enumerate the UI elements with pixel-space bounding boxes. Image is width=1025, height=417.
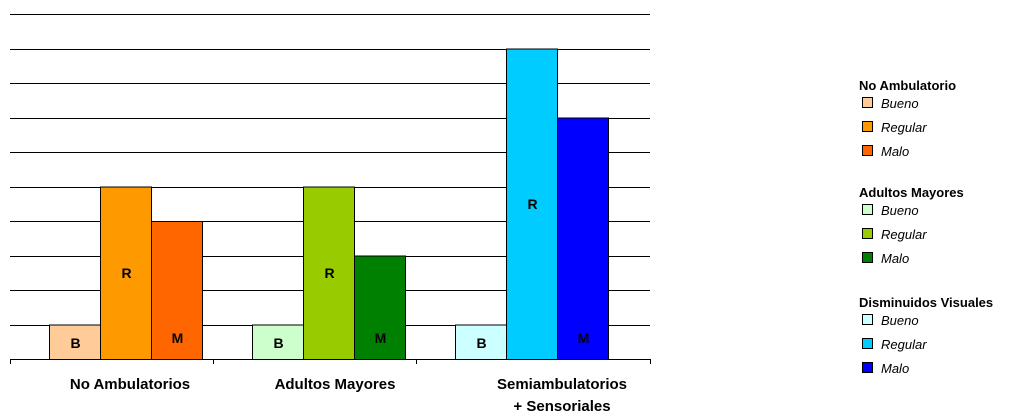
bar-malo — [354, 255, 406, 360]
legend-label: Regular — [881, 227, 927, 242]
bar-bueno — [49, 324, 101, 360]
bar-data-label: B — [273, 335, 283, 351]
category-labels: No Ambulatorios Adultos Mayores Semiambula… — [70, 376, 627, 415]
bar-data-label: R — [121, 265, 131, 281]
legend-swatch — [862, 252, 873, 263]
legend-label: Bueno — [881, 313, 919, 328]
category-label: Adultos Mayores — [275, 376, 396, 393]
legend-title: No Ambulatorio — [859, 78, 956, 93]
bar-data-label: M — [172, 330, 184, 346]
bars — [49, 48, 609, 360]
legend-title: Disminuidos Visuales — [859, 295, 993, 310]
legend-swatch — [862, 362, 873, 373]
bar-data-label: M — [375, 330, 387, 346]
legend-swatch — [862, 228, 873, 239]
category-label: Semiambulatorios + Sensoriales — [497, 376, 627, 412]
legend-label: Malo — [881, 361, 909, 376]
bar-regular — [303, 186, 355, 360]
legend-label: Malo — [881, 251, 909, 266]
legend-swatch — [862, 314, 873, 325]
bar-data-label: B — [70, 335, 80, 351]
legend-label: Malo — [881, 144, 909, 159]
bar-data-label: M — [578, 330, 590, 346]
bar-bueno — [252, 324, 304, 360]
legend-label: Bueno — [881, 96, 919, 111]
legend-label: Regular — [881, 120, 927, 135]
bar-malo — [151, 221, 203, 360]
legend-swatch — [862, 121, 873, 132]
legend-title: Adultos Mayores — [859, 185, 964, 200]
bar-bueno — [455, 324, 507, 360]
legend-swatch — [862, 338, 873, 349]
category-label: No Ambulatorios — [70, 376, 190, 393]
legend: No Ambulatorio Bueno Regular Malo Adultos Ma… — [859, 78, 993, 376]
bar-malo — [557, 117, 609, 360]
legend-swatch — [862, 97, 873, 108]
bar-data-label: R — [527, 196, 537, 212]
bar-labels: B R M B R M B R M — [70, 196, 589, 351]
legend-swatch — [862, 145, 873, 156]
bar-data-label: B — [476, 335, 486, 351]
bar-regular — [506, 48, 558, 360]
legend-swatch — [862, 204, 873, 215]
bar-data-label: R — [324, 265, 334, 281]
legend-label: Bueno — [881, 203, 919, 218]
legend-label: Regular — [881, 337, 927, 352]
